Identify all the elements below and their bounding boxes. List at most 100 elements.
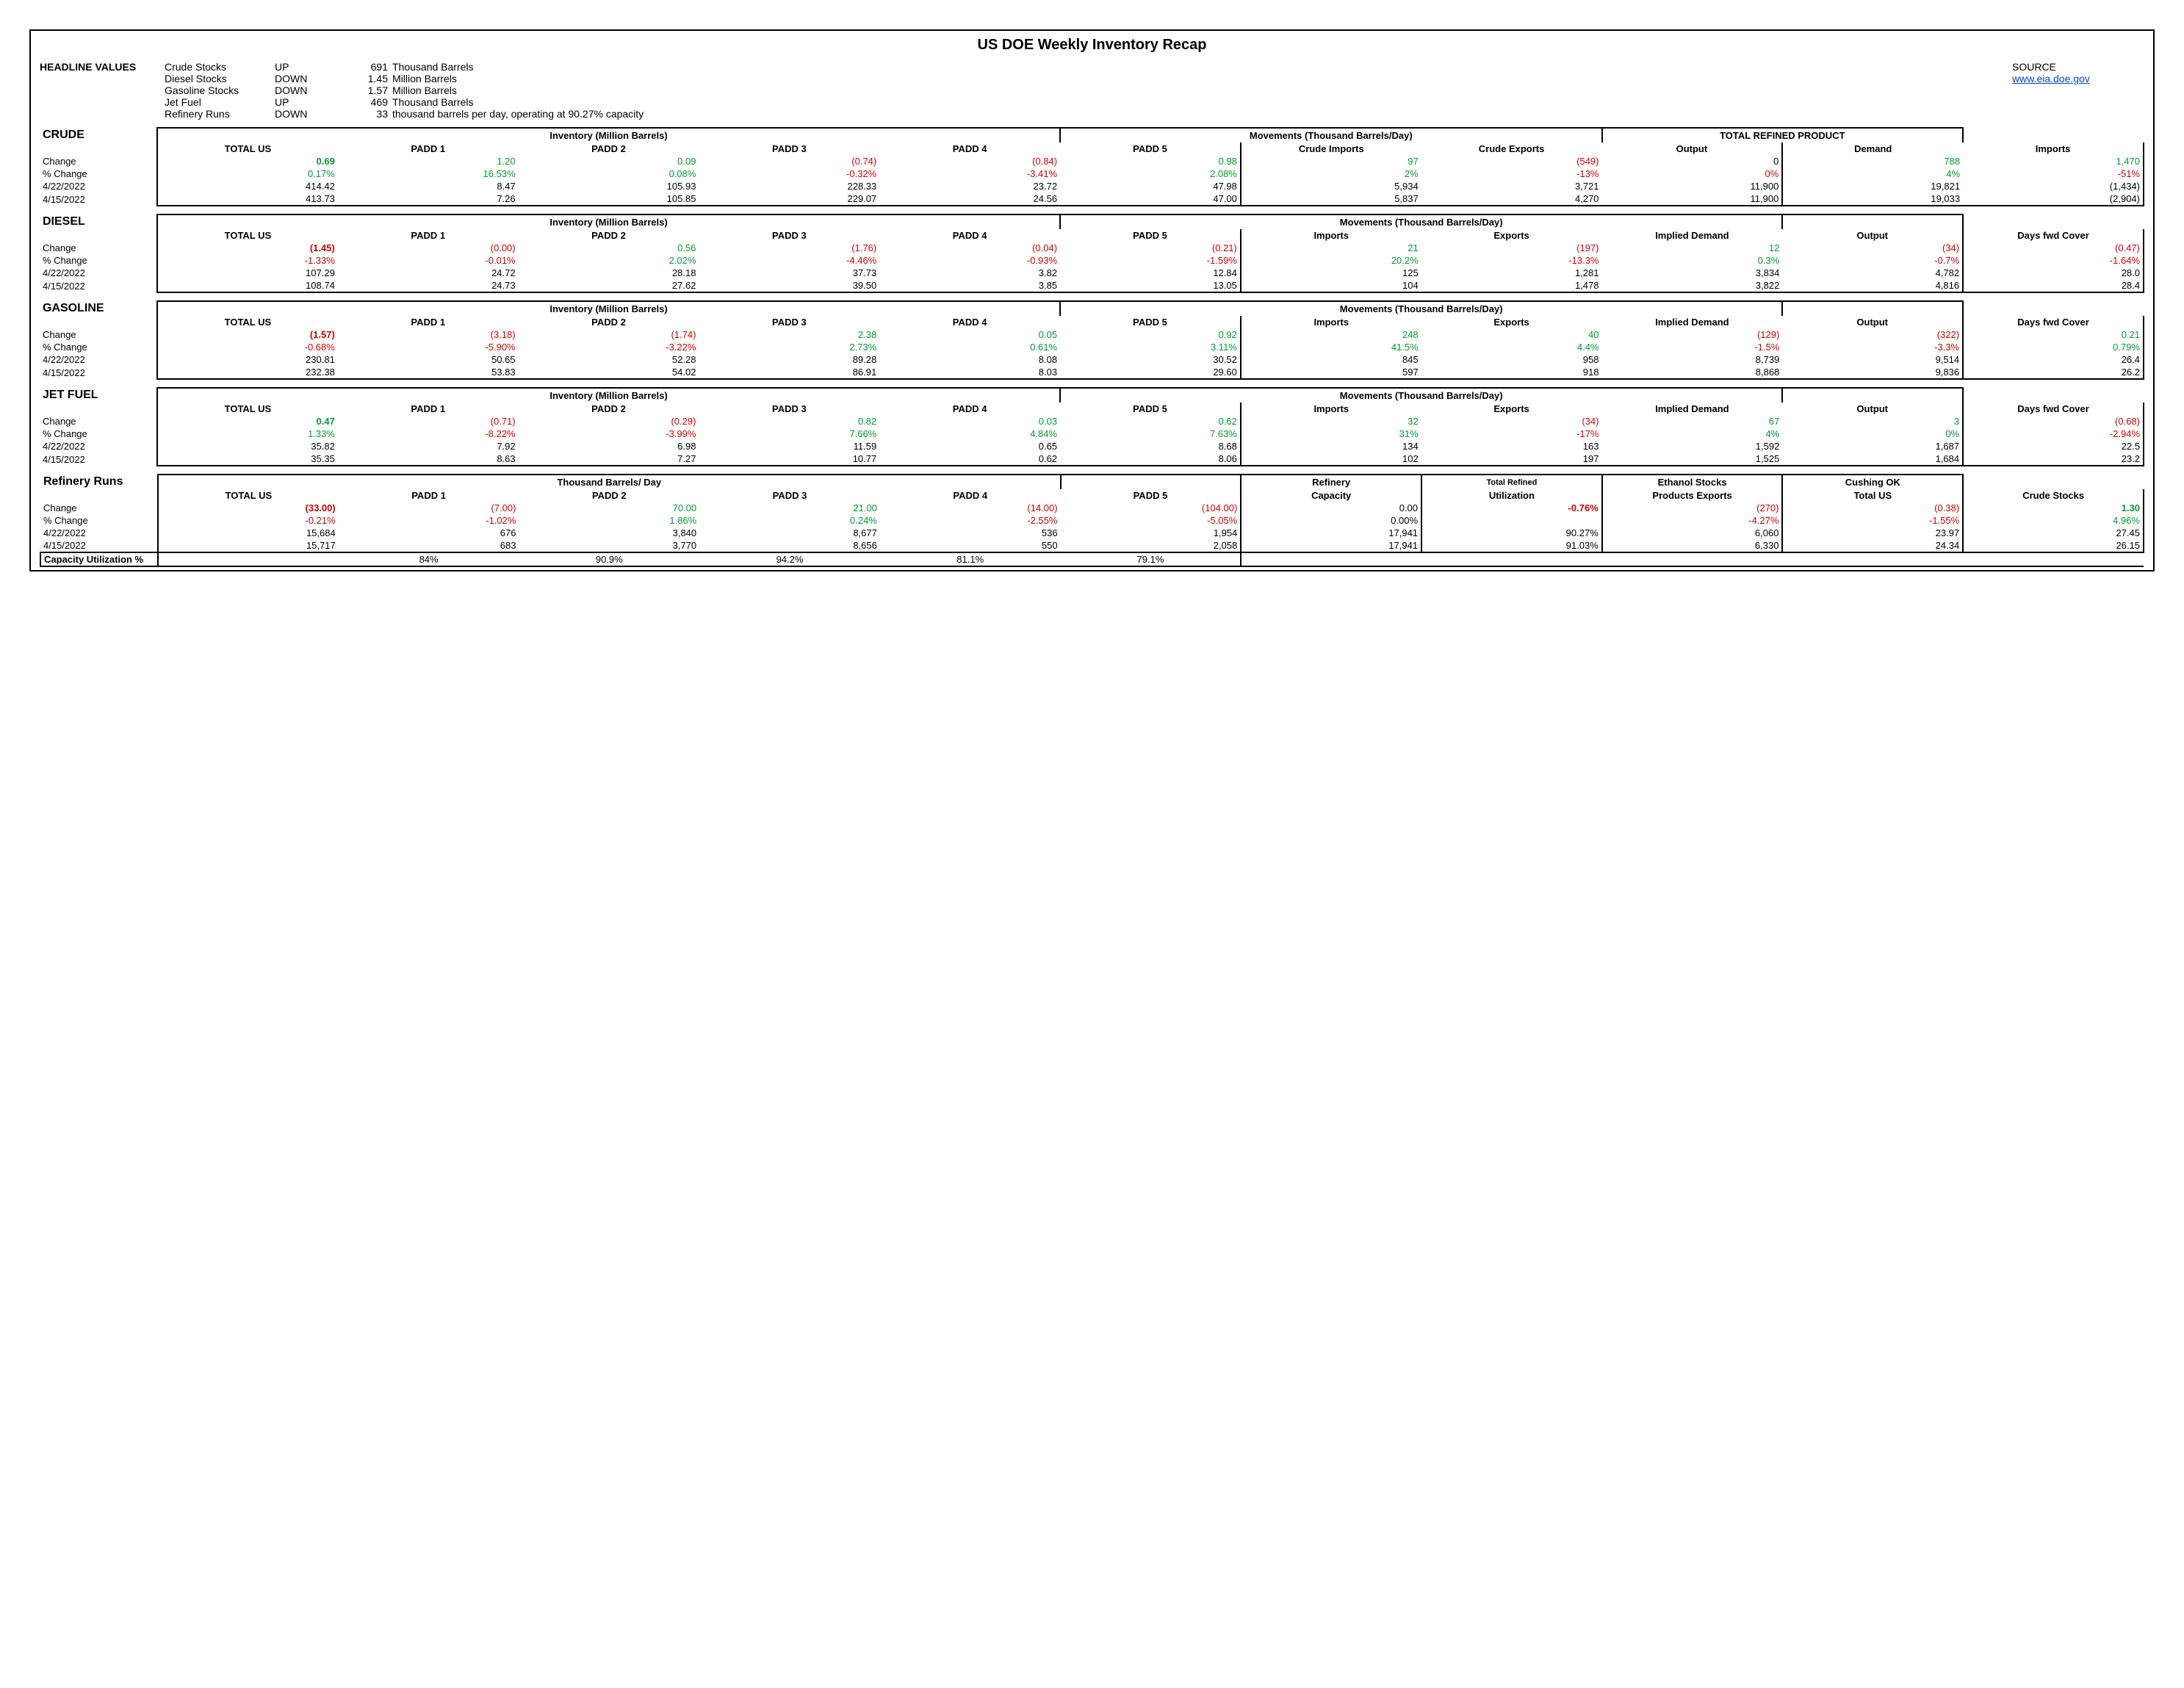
data-cell: 35.35 <box>157 452 338 466</box>
headline-value: 691 <box>348 61 392 73</box>
col-header: Capacity <box>1241 489 1421 502</box>
headline-value: 469 <box>348 96 392 108</box>
data-cell: -0.32% <box>699 167 879 180</box>
section: JET FUEL Inventory (Million Barrels) Mov… <box>40 387 2144 466</box>
data-cell: 7.63% <box>1060 428 1241 440</box>
data-cell: -1.33% <box>157 254 338 267</box>
data-cell: 8.47 <box>338 180 519 192</box>
data-cell: 1,592 <box>1602 440 1783 452</box>
data-cell: 1,525 <box>1602 452 1783 466</box>
data-cell: -0.76% <box>1421 502 1602 514</box>
data-cell: -8.22% <box>338 428 519 440</box>
data-cell: 47.98 <box>1060 180 1241 192</box>
data-cell: 4.4% <box>1421 341 1602 353</box>
data-cell: 9,836 <box>1782 366 1963 379</box>
data-cell: (0.04) <box>879 242 1060 254</box>
data-cell: 19,821 <box>1782 180 1963 192</box>
data-cell: 104 <box>1241 279 1421 292</box>
data-cell: 1,684 <box>1782 452 1963 466</box>
data-cell: 2.73% <box>699 341 879 353</box>
data-cell: 125 <box>1241 267 1421 279</box>
headline-row: Gasoline StocksDOWN1.57Million Barrels <box>165 84 2012 96</box>
data-cell: 4.84% <box>879 428 1060 440</box>
data-cell: 24.34 <box>1782 539 1963 552</box>
data-cell: -13.3% <box>1421 254 1602 267</box>
cap-util-cell <box>158 552 339 566</box>
row-label: Change <box>40 415 157 428</box>
data-cell: 1.86% <box>519 514 699 527</box>
data-cell: (34) <box>1421 415 1602 428</box>
data-cell: 105.85 <box>519 192 699 206</box>
data-cell: 0.08% <box>519 167 699 180</box>
data-cell: (197) <box>1421 242 1602 254</box>
data-cell: 0.82 <box>699 415 879 428</box>
col-header: PADD 1 <box>338 316 519 328</box>
data-cell: 15,684 <box>158 527 339 539</box>
col-header: PADD 5 <box>1060 143 1241 155</box>
col-header: PADD 3 <box>699 489 880 502</box>
col-header: PADD 4 <box>879 316 1060 328</box>
data-cell: 8,868 <box>1602 366 1783 379</box>
data-cell: 0.56 <box>519 242 699 254</box>
headline-name: Diesel Stocks <box>165 73 275 84</box>
data-cell: (0.00) <box>338 242 519 254</box>
data-cell: 91.03% <box>1421 539 1602 552</box>
row-label: Change <box>40 328 157 341</box>
data-cell: 597 <box>1241 366 1421 379</box>
data-cell: (14.00) <box>880 502 1061 514</box>
data-cell: 788 <box>1782 155 1963 167</box>
headline-value: 33 <box>348 108 392 120</box>
data-cell: 550 <box>880 539 1061 552</box>
data-cell: (549) <box>1421 155 1602 167</box>
data-cell: -3.22% <box>519 341 699 353</box>
data-cell: (0.71) <box>338 415 519 428</box>
data-cell: 37.73 <box>699 267 879 279</box>
data-cell: 24.56 <box>879 192 1060 206</box>
data-cell: 11,900 <box>1602 192 1783 206</box>
col-header: PADD 5 <box>1060 403 1241 415</box>
col-header: PADD 1 <box>338 403 519 415</box>
data-cell: 3.11% <box>1060 341 1241 353</box>
col-header: Products Exports <box>1602 489 1783 502</box>
crude-section: CRUDE Inventory (Million Barrels) Moveme… <box>40 127 2144 206</box>
headline-value: 1.57 <box>348 84 392 96</box>
data-cell: 6,060 <box>1602 527 1783 539</box>
row-label: 4/22/2022 <box>40 267 157 279</box>
data-cell: 3.85 <box>879 279 1060 292</box>
data-cell: 248 <box>1241 328 1421 341</box>
row-label: 4/15/2022 <box>40 366 157 379</box>
cap-util-cell: 90.9% <box>519 552 699 566</box>
data-cell: 1,281 <box>1421 267 1602 279</box>
data-cell: 197 <box>1421 452 1602 466</box>
data-cell: 0.47 <box>157 415 338 428</box>
source-link[interactable]: www.eia.doe.gov <box>2012 73 2090 84</box>
cap-util-cell <box>1421 552 1602 566</box>
data-cell: 0.3% <box>1602 254 1783 267</box>
data-cell: -3.99% <box>519 428 699 440</box>
data-cell: 89.28 <box>699 353 879 366</box>
data-cell: 8.08 <box>879 353 1060 366</box>
data-cell: 0.92 <box>1060 328 1241 341</box>
headline-unit: Million Barrels <box>392 84 2012 96</box>
refinery-section: Refinery Runs Thousand Barrels/ Day Refi… <box>40 474 2144 567</box>
cap-util-cell <box>1241 552 1421 566</box>
col-header: Imports <box>1241 316 1421 328</box>
headline-direction: DOWN <box>275 73 348 84</box>
data-cell: 1.20 <box>338 155 519 167</box>
data-cell: 52.28 <box>519 353 699 366</box>
data-cell: 232.38 <box>157 366 338 379</box>
data-cell: 53.83 <box>338 366 519 379</box>
data-cell: -1.5% <box>1602 341 1783 353</box>
source-label: SOURCE <box>2012 61 2144 73</box>
data-cell: 8,739 <box>1602 353 1783 366</box>
col-header: PADD 2 <box>519 229 699 242</box>
data-cell: 0.79% <box>1963 341 2144 353</box>
data-cell: (34) <box>1782 242 1963 254</box>
data-cell: 22.5 <box>1963 440 2144 452</box>
data-cell: (1,434) <box>1963 180 2144 192</box>
data-cell: 10.77 <box>699 452 879 466</box>
data-cell: 4% <box>1602 428 1783 440</box>
data-cell: (0.47) <box>1963 242 2144 254</box>
data-cell: 1,470 <box>1963 155 2144 167</box>
data-cell: 0.05 <box>879 328 1060 341</box>
